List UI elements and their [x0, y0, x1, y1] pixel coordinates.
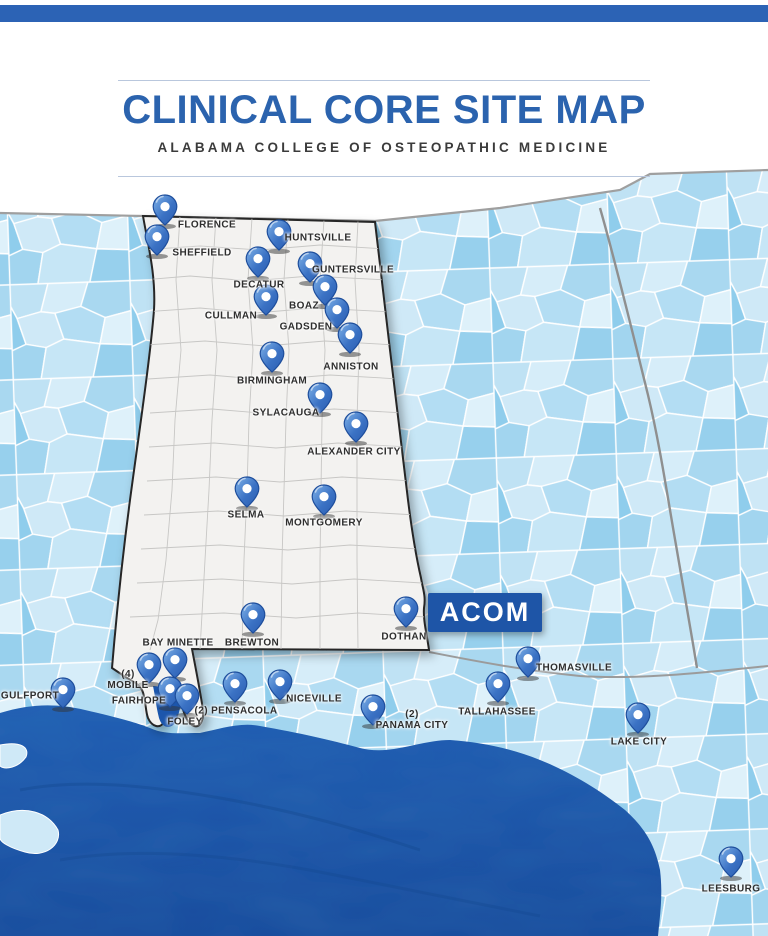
map-pin-icon — [337, 322, 363, 357]
coastal-islands — [0, 743, 60, 854]
pin-lake-city[interactable] — [625, 702, 651, 738]
pin-gulfport[interactable] — [50, 677, 76, 713]
map-pin-icon — [50, 677, 76, 712]
map-pin-icon — [152, 194, 178, 229]
pin-label-dothan: DOTHAN — [381, 631, 427, 643]
pin-label-mobile: (4) MOBILE — [107, 669, 149, 691]
pin-label-montgomery: MONTGOMERY — [285, 517, 363, 529]
pin-decatur[interactable] — [245, 246, 271, 282]
map-pin-icon — [136, 652, 162, 687]
pin-label-gadsden: GADSDEN — [279, 321, 333, 333]
pin-foley[interactable] — [174, 683, 200, 719]
map-pin-icon — [312, 274, 338, 309]
pin-label-boaz: BOAZ — [289, 300, 319, 312]
map-pin-icon — [515, 646, 541, 681]
pin-label-cullman: CULLMAN — [204, 310, 258, 322]
pin-mobile[interactable] — [136, 652, 162, 688]
map-pin-icon — [222, 671, 248, 706]
pin-montgomery[interactable] — [311, 484, 337, 520]
pin-label-anniston: ANNISTON — [323, 361, 379, 373]
pin-label-selma: SELMA — [227, 509, 265, 521]
pin-thomasville[interactable] — [515, 646, 541, 682]
pin-label-sheffield: SHEFFIELD — [172, 247, 232, 259]
pin-label-bay-minette: BAY MINETTE — [142, 637, 214, 649]
alabama-county-lines — [129, 216, 427, 651]
map-pin-icon — [485, 671, 511, 706]
pin-cullman[interactable] — [253, 284, 279, 320]
pin-birmingham[interactable] — [259, 341, 285, 377]
map-pin-icon — [718, 846, 744, 881]
pin-dothan[interactable] — [393, 596, 419, 632]
pin-label-gulfport: GULFPORT — [0, 690, 60, 702]
pin-alexander-city[interactable] — [343, 411, 369, 447]
pin-label-thomasville: THOMASVILLE — [535, 662, 613, 674]
map-pin-icon — [259, 341, 285, 376]
pin-label-niceville: NICEVILLE — [286, 693, 342, 705]
page-subtitle: ALABAMA COLLEGE OF OSTEOPATHIC MEDICINE — [157, 140, 611, 155]
pin-selma[interactable] — [234, 476, 260, 512]
map-pin-icon — [393, 596, 419, 631]
pin-label-lake-city: LAKE CITY — [610, 736, 668, 748]
map-pin-icon — [267, 669, 293, 704]
pin-tallahassee[interactable] — [485, 671, 511, 707]
pin-label-foley: FOLEY — [167, 716, 203, 728]
pin-brewton[interactable] — [240, 602, 266, 638]
pin-label-florence: FLORENCE — [177, 219, 237, 231]
pin-pensacola[interactable] — [222, 671, 248, 707]
pin-label-panama-city: (2) PANAMA CITY — [375, 709, 449, 731]
pin-label-decatur: DECATUR — [233, 279, 285, 291]
map-pin-icon — [234, 476, 260, 511]
map-pin-icon — [360, 694, 386, 729]
ocean — [0, 705, 662, 936]
header-rule-top — [118, 80, 650, 81]
map-pin-icon — [625, 702, 651, 737]
pin-label-tallahassee: TALLAHASSEE — [458, 706, 536, 718]
map-pin-icon — [240, 602, 266, 637]
pin-leesburg[interactable] — [718, 846, 744, 882]
map-pin-icon — [311, 484, 337, 519]
pin-label-pensacola: (2) PENSACOLA — [194, 705, 278, 717]
pin-panama-city[interactable] — [360, 694, 386, 730]
acom-badge: ACOM — [428, 593, 542, 632]
map-pin-icon — [266, 219, 292, 254]
map-pin-icon — [144, 224, 170, 259]
pin-niceville[interactable] — [267, 669, 293, 705]
map-pin-icon — [174, 683, 200, 718]
pin-anniston[interactable] — [337, 322, 363, 358]
map-pin-icon — [307, 382, 333, 417]
pin-label-sylacauga: SYLACAUGA — [252, 407, 320, 419]
header-rule-bottom — [118, 176, 650, 177]
pin-label-birmingham: BIRMINGHAM — [236, 375, 308, 387]
map-pin-icon — [343, 411, 369, 446]
page-title: CLINICAL CORE SITE MAP — [122, 88, 646, 132]
map-pin-icon — [253, 284, 279, 319]
map-pin-icon — [245, 246, 271, 281]
top-accent-bar — [0, 5, 768, 22]
pin-boaz[interactable] — [312, 274, 338, 310]
georgia-border-line — [598, 207, 699, 669]
pin-label-huntsville: HUNTSVILLE — [284, 232, 352, 244]
florida-georgia-border-line — [428, 651, 768, 679]
pin-sheffield[interactable] — [144, 224, 170, 260]
pin-label-guntersville: GUNTERSVILLE — [311, 264, 395, 276]
pin-huntsville[interactable] — [266, 219, 292, 255]
pin-sylacauga[interactable] — [307, 382, 333, 418]
pin-label-fairhope: FAIRHOPE — [111, 695, 167, 707]
pin-label-leesburg: LEESBURG — [701, 883, 761, 895]
pin-florence[interactable] — [152, 194, 178, 230]
pin-label-brewton: BREWTON — [224, 637, 280, 649]
pin-label-alexander-city: ALEXANDER CITY — [307, 446, 401, 458]
